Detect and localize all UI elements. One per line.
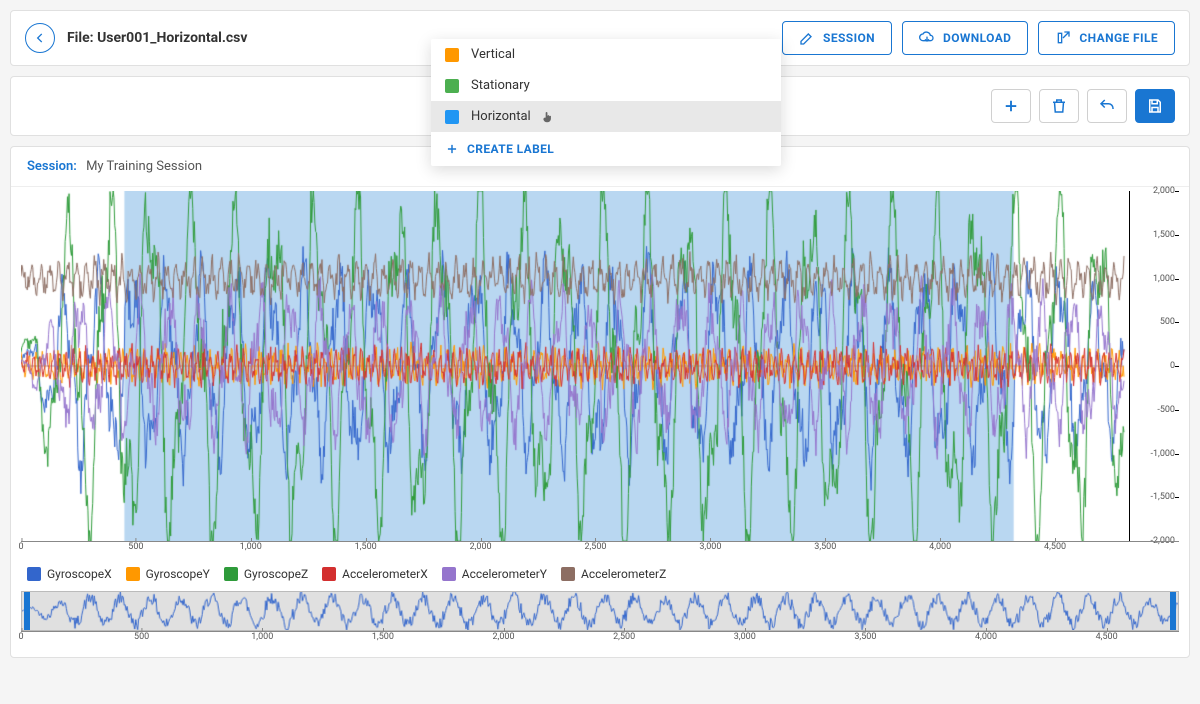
- label-option-horizontal[interactable]: Horizontal: [431, 101, 781, 132]
- legend-item-accelerometery[interactable]: AccelerometerY: [442, 567, 547, 581]
- y-tick: 2,000: [1153, 186, 1175, 196]
- legend-item-accelerometerz[interactable]: AccelerometerZ: [561, 567, 666, 581]
- legend-item-gyroscopez[interactable]: GyroscopeZ: [224, 567, 308, 581]
- overview-chart[interactable]: [21, 591, 1179, 631]
- legend-label: AccelerometerZ: [581, 567, 666, 581]
- x-tick: 2,500: [613, 632, 635, 642]
- label-option-text: Vertical: [471, 47, 515, 62]
- plus-icon: [1002, 97, 1020, 115]
- file-label: File: User001_Horizontal.csv: [67, 30, 247, 46]
- label-swatch-icon: [445, 48, 459, 62]
- x-tick: 0: [18, 632, 23, 642]
- x-tick: 3,500: [814, 542, 836, 552]
- label-swatch-icon: [445, 79, 459, 93]
- session-button[interactable]: SESSION: [782, 21, 892, 55]
- label-actions-row: VerticalStationaryHorizontalCREATE LABEL: [10, 76, 1190, 136]
- undo-button[interactable]: [1087, 89, 1127, 123]
- cloud-download-icon: [919, 30, 935, 46]
- main-chart[interactable]: -2,000-1,500-1,000-50005001,0001,5002,00…: [21, 191, 1179, 541]
- legend-swatch-icon: [322, 567, 336, 581]
- x-tick: 4,500: [1044, 542, 1066, 552]
- arrow-left-icon: [33, 31, 47, 45]
- label-option-vertical[interactable]: Vertical: [431, 39, 781, 70]
- label-dropdown[interactable]: Vertical Stationary Horizontal CREATE LABEL: [431, 39, 781, 166]
- chart-legend: GyroscopeX GyroscopeY GyroscopeZ Accelerome…: [21, 557, 1179, 591]
- create-label-button[interactable]: CREATE LABEL: [431, 132, 781, 166]
- y-tick: -1,000: [1151, 449, 1176, 459]
- x-tick: 500: [128, 542, 143, 552]
- y-axis: -2,000-1,500-1,000-50005001,0001,5002,00…: [1129, 191, 1179, 541]
- add-button[interactable]: [991, 89, 1031, 123]
- plus-icon: [445, 142, 459, 156]
- x-tick: 2,000: [470, 542, 492, 552]
- save-icon: [1146, 97, 1164, 115]
- x-tick: 0: [18, 542, 23, 552]
- trash-icon: [1050, 97, 1068, 115]
- legend-label: AccelerometerX: [342, 567, 428, 581]
- x-tick: 4,500: [1096, 632, 1118, 642]
- change-file-button[interactable]: CHANGE FILE: [1038, 21, 1175, 55]
- y-tick: -1,500: [1151, 492, 1176, 502]
- overview-x-axis: 0 500 1,000 1,500 2,000 2,500 3,000 3,500 4,000 4…: [21, 631, 1179, 647]
- save-button[interactable]: [1135, 89, 1175, 123]
- label-option-text: Horizontal: [471, 109, 531, 124]
- legend-swatch-icon: [27, 567, 41, 581]
- legend-swatch-icon: [224, 567, 238, 581]
- legend-swatch-icon: [561, 567, 575, 581]
- x-tick: 1,500: [355, 542, 377, 552]
- x-tick: 3,500: [854, 632, 876, 642]
- x-tick: 4,000: [975, 632, 997, 642]
- y-tick: 1,000: [1153, 274, 1175, 284]
- undo-icon: [1098, 97, 1116, 115]
- x-tick: 3,000: [699, 542, 721, 552]
- x-tick: 1,500: [372, 632, 394, 642]
- y-tick: 0: [1170, 361, 1175, 371]
- legend-item-gyroscopex[interactable]: GyroscopeX: [27, 567, 112, 581]
- session-label: Session:: [27, 159, 77, 174]
- legend-label: GyroscopeY: [146, 567, 210, 581]
- x-tick: 3,000: [734, 632, 756, 642]
- legend-swatch-icon: [126, 567, 140, 581]
- pencil-icon: [799, 30, 815, 46]
- y-tick: 500: [1160, 317, 1175, 327]
- change-file-icon: [1055, 30, 1071, 46]
- y-tick: 1,500: [1153, 230, 1175, 240]
- label-option-text: Stationary: [471, 78, 530, 93]
- x-tick: 2,500: [584, 542, 606, 552]
- y-tick: -500: [1157, 405, 1175, 415]
- delete-button[interactable]: [1039, 89, 1079, 123]
- cursor-icon: [541, 110, 555, 124]
- overview-handle-left[interactable]: [24, 592, 30, 630]
- legend-item-accelerometerx[interactable]: AccelerometerX: [322, 567, 428, 581]
- session-value: My Training Session: [86, 159, 202, 174]
- x-tick: 1,000: [240, 542, 262, 552]
- legend-label: GyroscopeZ: [244, 567, 308, 581]
- back-button[interactable]: [25, 23, 55, 53]
- x-axis: 0 500 1,000 1,500 2,000 2,500 3,000 3,500 4,000 4…: [21, 541, 1179, 557]
- legend-label: AccelerometerY: [462, 567, 547, 581]
- legend-swatch-icon: [442, 567, 456, 581]
- overview-handle-right[interactable]: [1170, 592, 1176, 630]
- x-tick: 1,000: [251, 632, 273, 642]
- label-swatch-icon: [445, 110, 459, 124]
- legend-label: GyroscopeX: [47, 567, 112, 581]
- download-button[interactable]: DOWNLOAD: [902, 21, 1028, 55]
- legend-item-gyroscopey[interactable]: GyroscopeY: [126, 567, 210, 581]
- x-tick: 2,000: [492, 632, 514, 642]
- label-option-stationary[interactable]: Stationary: [431, 70, 781, 101]
- chart-card: Session: My Training Session -2,000-1,50…: [10, 146, 1190, 658]
- x-tick: 4,000: [929, 542, 951, 552]
- x-tick: 500: [134, 632, 149, 642]
